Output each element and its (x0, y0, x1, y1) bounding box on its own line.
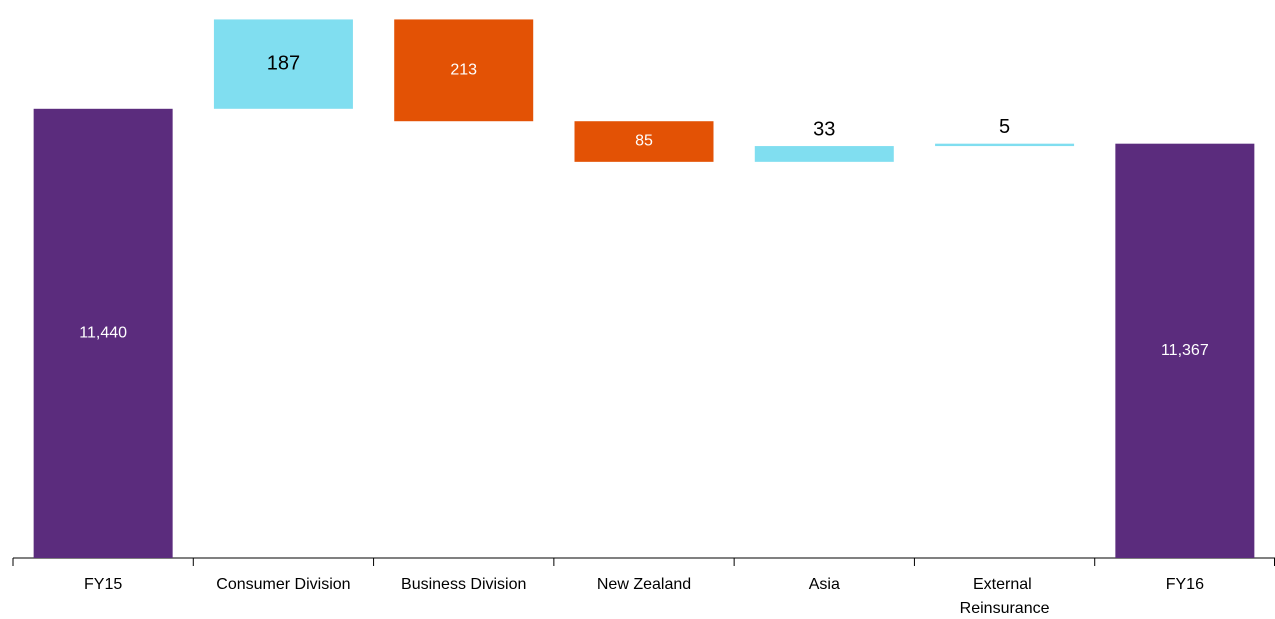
value-label: 187 (267, 52, 300, 74)
bar (574, 121, 714, 162)
bar (935, 143, 1075, 147)
x-tick-label: FY15 (84, 576, 122, 593)
x-tick-label: External Reinsurance (960, 576, 1050, 617)
value-label: 33 (813, 118, 835, 140)
value-label: 213 (450, 62, 477, 79)
x-tick-label-line: External (973, 576, 1036, 593)
bar (1115, 143, 1255, 559)
x-tick-label: Asia (809, 576, 840, 593)
bar (213, 19, 353, 109)
value-label: 11,440 (79, 325, 127, 342)
value-label: 5 (999, 116, 1010, 138)
x-tick-label: Consumer Division (216, 576, 350, 593)
x-tick-label: Business Division (401, 576, 526, 593)
x-tick-label: FY16 (1166, 576, 1204, 593)
value-label: 85 (635, 133, 653, 150)
bar (754, 146, 894, 162)
bar (33, 108, 173, 559)
bar (394, 19, 534, 122)
value-label: 11,367 (1161, 342, 1209, 359)
x-tick-label: New Zealand (597, 576, 691, 593)
x-tick-label-line: Reinsurance (960, 600, 1050, 617)
